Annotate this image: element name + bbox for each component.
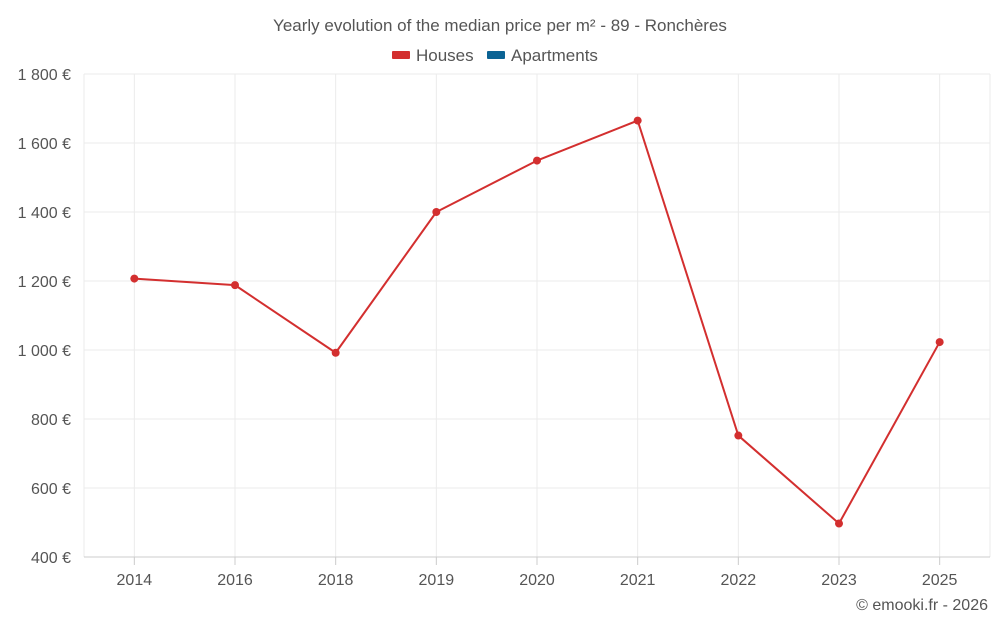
- x-tick-label: 2020: [519, 572, 555, 589]
- y-tick-label: 1 600 €: [18, 136, 71, 153]
- data-point-houses-2025[interactable]: [935, 338, 944, 347]
- data-point-houses-2019[interactable]: [432, 208, 441, 216]
- data-point-houses-2023[interactable]: [835, 519, 843, 528]
- legend-label-houses: Houses: [416, 46, 474, 65]
- y-tick-label: 1 800 €: [18, 67, 71, 84]
- x-tick-label: 2021: [620, 572, 656, 589]
- legend-swatch-apartments: [487, 51, 505, 59]
- data-point-houses-2022[interactable]: [734, 431, 743, 440]
- legend-item-apartments[interactable]: Apartments: [487, 46, 598, 65]
- x-tick-label: 2018: [318, 572, 354, 589]
- legend-item-houses[interactable]: Houses: [392, 46, 474, 65]
- y-tick-label: 1 400 €: [18, 205, 71, 222]
- x-tick-label: 2023: [821, 572, 857, 589]
- x-tick-label: 2014: [117, 572, 153, 589]
- credit-text: © emooki.fr - 2026: [856, 597, 988, 614]
- legend-swatch-houses: [392, 51, 410, 59]
- x-gridlines: [83, 74, 991, 565]
- legend-label-apartments: Apartments: [511, 46, 598, 65]
- y-tick-label: 600 €: [31, 481, 71, 498]
- y-tick-label: 400 €: [31, 550, 71, 567]
- chart-title: Yearly evolution of the median price per…: [273, 16, 727, 35]
- series-group: [130, 116, 944, 528]
- y-tick-label: 1 200 €: [18, 274, 71, 291]
- y-axis-ticks: 400 € 600 € 800 € 1 000 € 1 200 € 1 400 € 1 60…: [18, 67, 71, 567]
- y-tick-label: 800 €: [31, 412, 71, 429]
- data-point-houses-2014[interactable]: [130, 274, 139, 283]
- data-point-houses-2018[interactable]: [331, 348, 340, 357]
- x-tick-label: 2025: [922, 572, 958, 589]
- y-tick-label: 1 000 €: [18, 343, 71, 360]
- data-point-houses-2020[interactable]: [533, 156, 541, 165]
- x-tick-label: 2019: [419, 572, 455, 589]
- legend: Houses Apartments: [392, 46, 598, 65]
- x-tick-label: 2022: [721, 572, 757, 589]
- data-point-houses-2021[interactable]: [633, 116, 642, 125]
- x-axis-ticks: 2014 2016 2018 2019 2020 2021 2022 2023 2025: [117, 572, 958, 589]
- x-tick-label: 2016: [217, 572, 253, 589]
- data-point-houses-2016[interactable]: [231, 281, 239, 290]
